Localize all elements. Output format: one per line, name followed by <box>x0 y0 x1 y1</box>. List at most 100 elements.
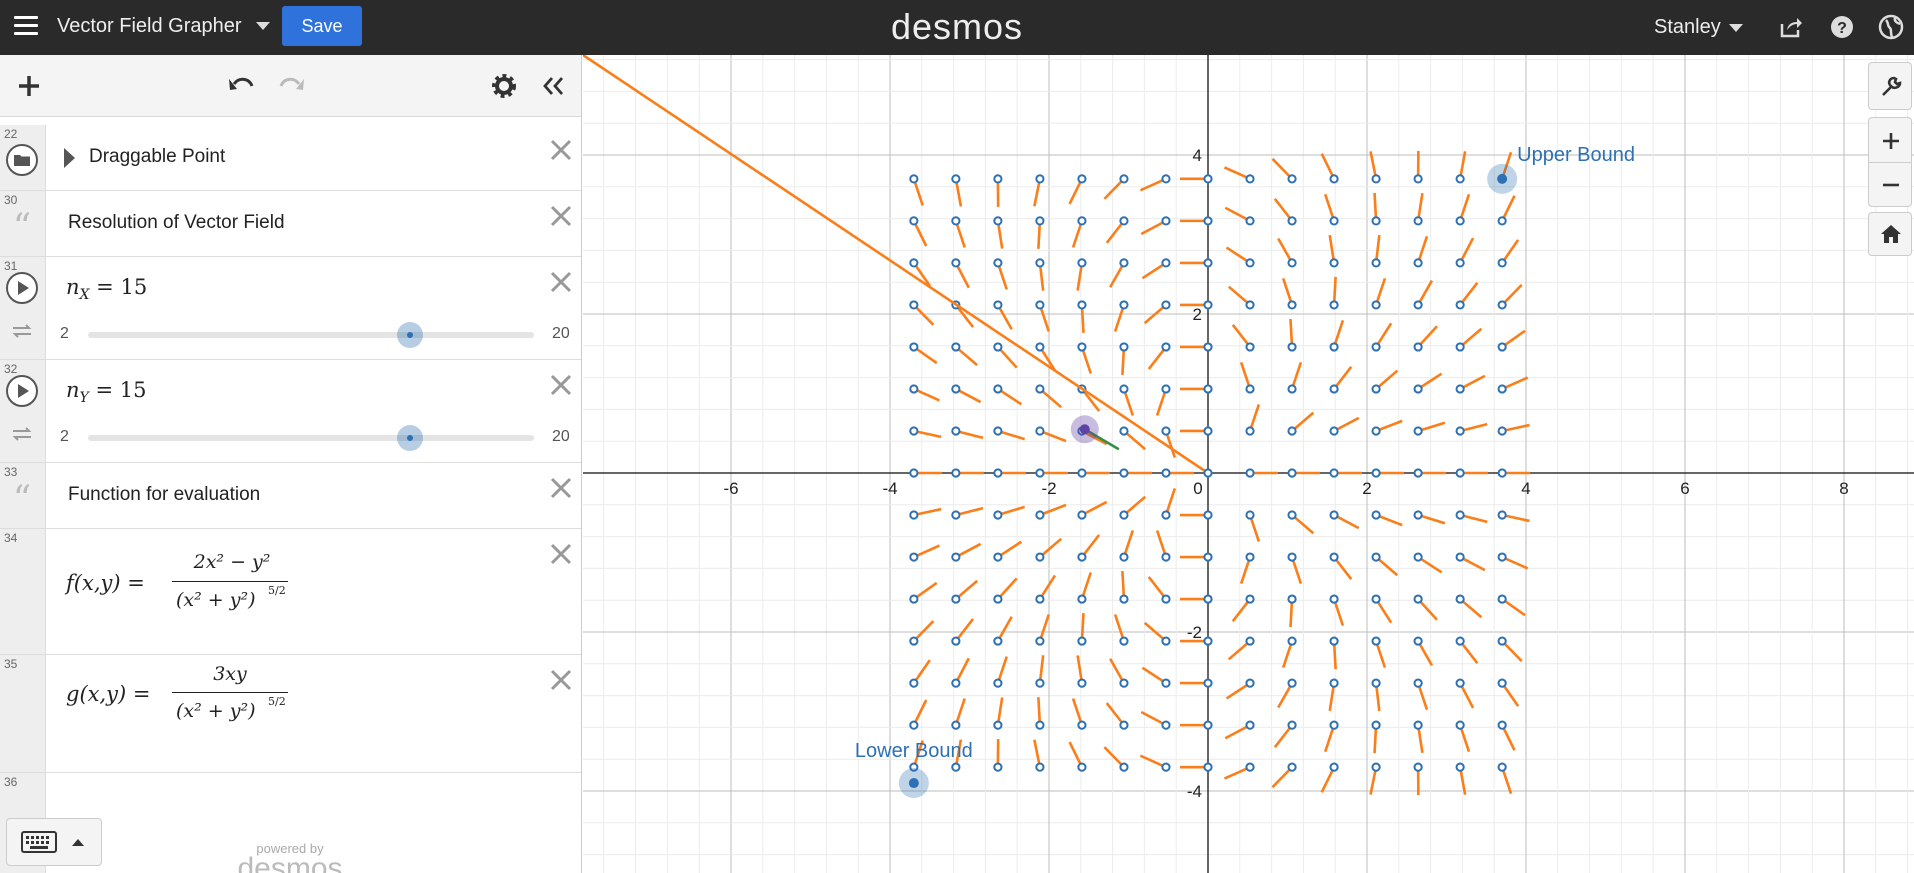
graph-plot[interactable]: -6 -4 -2 0 2 4 6 8 4 2 -2 -4 Upper Bound Lower Bound <box>583 55 1914 873</box>
graph-canvas[interactable]: -6 -4 -2 0 2 4 6 8 4 2 -2 -4 Upper Bound Lower Bound <box>583 55 1914 873</box>
share-icon[interactable] <box>1778 14 1804 40</box>
vector-arrow <box>912 699 928 726</box>
user-menu[interactable]: Stanley <box>1654 16 1721 38</box>
redo-icon[interactable] <box>274 69 308 103</box>
loop-mode-icon[interactable] <box>10 319 34 343</box>
vector-base-point <box>1329 384 1339 394</box>
vector-base-point <box>1329 594 1339 604</box>
vector-base-point <box>1455 594 1465 604</box>
graph-title[interactable]: Vector Field Grapher <box>57 15 242 37</box>
expression-row-folder[interactable]: 22 Draggable Point <box>0 125 581 191</box>
save-button[interactable]: Save <box>282 6 362 46</box>
vector-arrow <box>1223 765 1251 780</box>
vector-arrow <box>1373 192 1378 221</box>
vector-base-point <box>1371 426 1381 436</box>
vector-base-point <box>951 384 961 394</box>
vector-arrow <box>1080 304 1085 333</box>
add-item-icon[interactable] <box>12 69 46 103</box>
vector-base-point <box>1287 678 1297 688</box>
vector-arrow <box>1277 682 1294 709</box>
vector-arrow <box>1458 766 1467 795</box>
vector-base-point <box>1035 510 1045 520</box>
settings-gear-icon[interactable] <box>487 69 521 103</box>
expression-row-note[interactable]: 30 “ Resolution of Vector Field <box>0 191 581 257</box>
menu-icon[interactable] <box>14 16 38 36</box>
vector-arrow <box>1223 166 1251 181</box>
delete-icon[interactable] <box>549 270 573 294</box>
delete-icon[interactable] <box>549 138 573 162</box>
slider-handle[interactable] <box>397 322 424 348</box>
keypad-toggle-button[interactable] <box>6 818 102 866</box>
delete-icon[interactable] <box>549 204 573 228</box>
upper-bound-point[interactable] <box>1497 173 1508 184</box>
vector-base-point <box>1413 636 1423 646</box>
undo-icon[interactable] <box>225 69 259 103</box>
draggable-point[interactable] <box>1079 424 1090 435</box>
expression-row-slider-ny[interactable]: 32 nY = 15 2 20 <box>0 360 581 463</box>
vector-base-point <box>1455 258 1465 268</box>
vector-arrow <box>1375 369 1399 390</box>
vector-base-point <box>1287 720 1297 730</box>
vector-arrow <box>1500 766 1513 795</box>
slider-value[interactable]: 15 <box>120 275 148 299</box>
expression-row-note[interactable]: 33 “ Function for evaluation <box>0 463 581 529</box>
expression-row-slider-nx[interactable]: 31 nX = 15 2 20 <box>0 257 581 360</box>
vector-base-point <box>1245 258 1255 268</box>
slider-value[interactable]: 15 <box>119 378 147 402</box>
vector-base-point <box>1035 552 1045 562</box>
vector-arrow <box>955 429 984 440</box>
vector-arrow <box>912 220 928 247</box>
vector-arrow <box>1458 193 1471 222</box>
vector-base-point <box>1119 678 1129 688</box>
title-dropdown-icon[interactable] <box>256 22 270 30</box>
graph-settings-button[interactable] <box>1868 62 1912 110</box>
lower-bound-point[interactable] <box>908 778 919 789</box>
zoom-out-icon[interactable] <box>1879 173 1903 197</box>
loop-mode-icon[interactable] <box>10 422 34 446</box>
vector-base-point <box>1245 636 1255 646</box>
zoom-in-icon[interactable] <box>1879 129 1903 153</box>
vector-base-point <box>993 300 1003 310</box>
expression-row-function-f[interactable]: 34 f(x,y) = 2x² − y² (x² + y²) 5/2 <box>0 529 581 655</box>
expand-triangle-icon[interactable] <box>62 147 76 169</box>
vector-base-point <box>1245 552 1255 562</box>
vector-base-point <box>1413 720 1423 730</box>
delete-icon[interactable] <box>549 476 573 500</box>
play-slider-icon[interactable] <box>5 374 39 408</box>
vector-base-point <box>1035 636 1045 646</box>
user-dropdown-icon[interactable] <box>1729 24 1743 32</box>
vector-arrow <box>1290 361 1303 390</box>
vector-base-point <box>1371 384 1381 394</box>
vector-base-point <box>1329 258 1339 268</box>
play-slider-icon[interactable] <box>5 271 39 305</box>
vector-arrow <box>1080 534 1101 558</box>
drag-point-vector <box>1084 428 1120 451</box>
vector-base-point <box>951 720 961 730</box>
vector-base-point <box>1077 174 1087 184</box>
slider-track[interactable] <box>88 435 534 441</box>
language-globe-icon[interactable] <box>1878 14 1904 40</box>
delete-icon[interactable] <box>549 542 573 566</box>
vector-base-point <box>993 468 1003 478</box>
slider-track[interactable] <box>88 332 534 338</box>
vector-base-point <box>951 636 961 646</box>
delete-icon[interactable] <box>549 668 573 692</box>
vector-base-point <box>1119 216 1129 226</box>
vector-base-point <box>1497 552 1507 562</box>
vector-base-point <box>1245 300 1255 310</box>
default-viewport-button[interactable] <box>1868 212 1912 256</box>
help-icon[interactable]: ? <box>1829 14 1855 40</box>
vector-arrow <box>1123 495 1147 517</box>
collapse-panel-icon[interactable] <box>536 69 570 103</box>
svg-text:“: “ <box>13 481 31 515</box>
vector-base-point <box>1497 720 1507 730</box>
expression-row-function-g[interactable]: 35 g(x,y) = 3xy (x² + y²) 5/2 <box>0 655 581 773</box>
vector-arrow <box>912 304 935 326</box>
slider-handle[interactable] <box>397 425 424 451</box>
vector-base-point <box>951 342 961 352</box>
delete-icon[interactable] <box>549 373 573 397</box>
fraction-bar <box>172 692 288 693</box>
vector-base-point <box>1455 426 1465 436</box>
folder-icon[interactable] <box>5 143 39 177</box>
vector-arrow <box>1231 324 1252 348</box>
